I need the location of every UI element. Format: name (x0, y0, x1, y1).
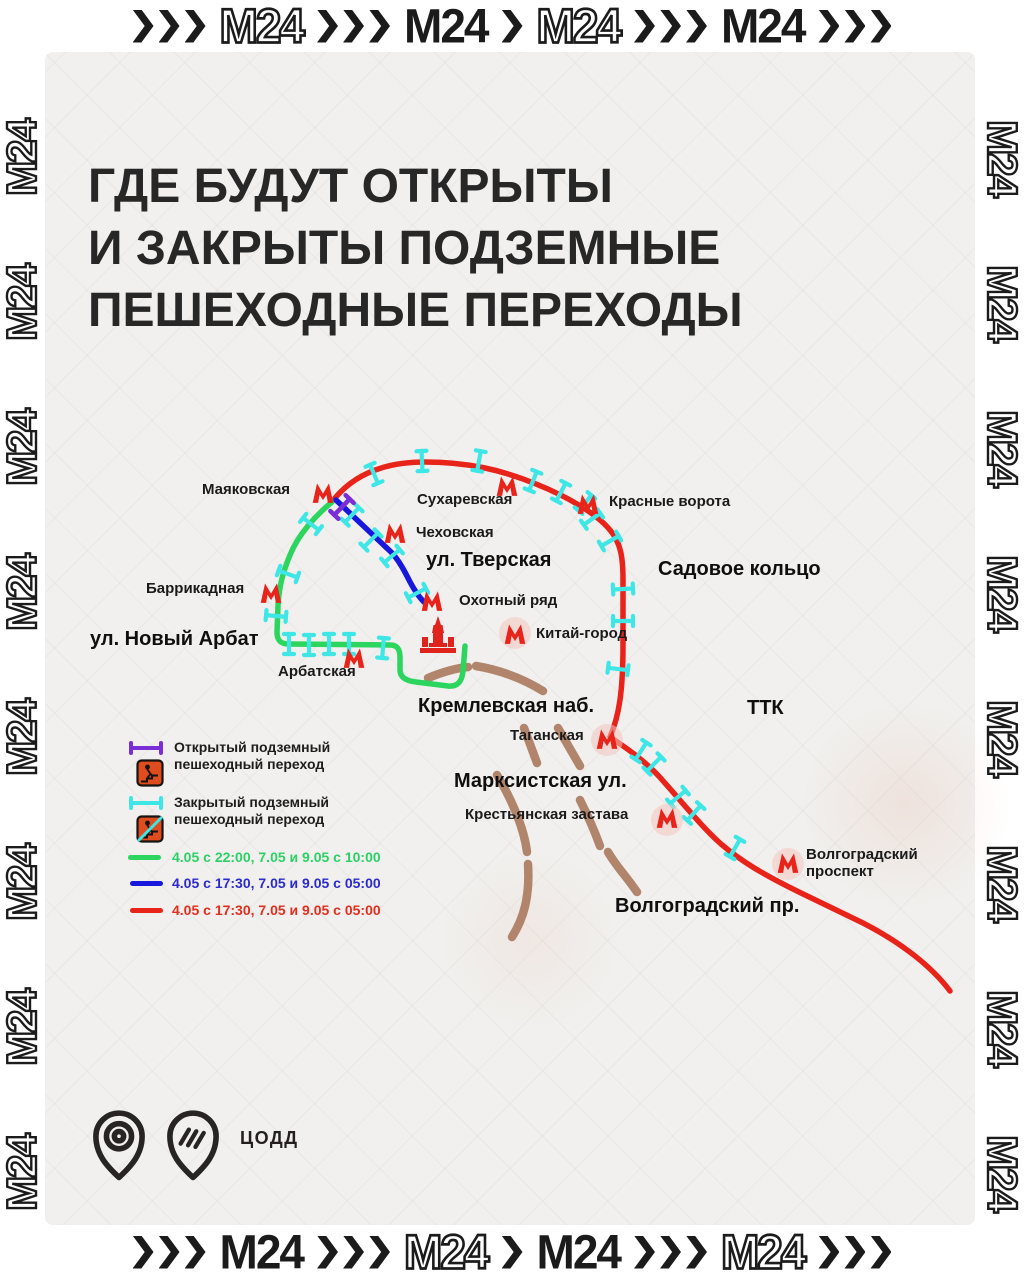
metro-station-icon (775, 851, 801, 873)
bottom-border-strip: M24 M24 M24 M24 (0, 1226, 1024, 1278)
codd-logo-icon (167, 1110, 219, 1181)
green-route-swatch (128, 855, 161, 860)
legend-open-label: Открытый подземный (174, 739, 331, 755)
legend-schedule-green: 4.05 с 22:00, 7.05 и 9.05 с 10:00 (172, 849, 381, 865)
open-crossing-legend-icon (129, 741, 163, 755)
m24-logo: M24 (978, 264, 1024, 342)
metro-station-icon (419, 589, 445, 611)
m24-logo: M24 (0, 409, 46, 487)
street-label: Волгоградский пр. (615, 895, 800, 917)
m24-logo: M24 (0, 844, 46, 922)
m24-logo: M24 (219, 1224, 305, 1280)
legend-schedule-red: 4.05 с 17:30, 7.05 и 9.05 с 05:00 (172, 902, 381, 918)
chevron-right-icon (501, 9, 523, 43)
m24-logo: M24 (0, 119, 46, 197)
codd-label: ЦОДД (240, 1128, 299, 1148)
station-label: Китай-город (536, 625, 628, 642)
metro-station-icon (494, 474, 520, 496)
m24-logo: M24 (978, 844, 1024, 922)
metro-station-icon (341, 646, 367, 668)
station-label: Баррикадная (146, 580, 245, 597)
left-border-strip: M24 M24 M24 M24 M24 M24 M24 M24 (0, 0, 46, 1280)
street-label: ТТК (747, 697, 784, 719)
legend-schedule-blue: 4.05 с 17:30, 7.05 и 9.05 с 05:00 (172, 875, 381, 891)
metro-station-icon (310, 481, 336, 503)
station-label: Охотный ряд (459, 592, 558, 609)
legend-open-label: пешеходный переход (174, 756, 325, 772)
m24-logo: M24 (978, 119, 1024, 197)
station-label: Чеховская (416, 524, 494, 541)
page-title: ГДЕ БУДУТ ОТКРЫТЫ И ЗАКРЫТЫ ПОДЗЕМНЫЕ ПЕ… (88, 156, 743, 342)
closed-crossing-legend-icon (129, 796, 163, 810)
street-label: Марксистская ул. (454, 770, 627, 792)
metro-station-icon (594, 727, 620, 749)
m24-logo: M24 (0, 699, 46, 777)
m24-logo: M24 (0, 554, 46, 632)
station-label: Сухаревская (417, 491, 513, 508)
closed-underpass-sign-icon (136, 815, 164, 843)
metro-station-icon (258, 581, 284, 603)
chevron-right-icon (501, 1235, 523, 1269)
blue-route-swatch (130, 881, 163, 886)
station-label: Крестьянская застава (465, 806, 629, 823)
m24-logo: M24 (978, 1134, 1024, 1212)
metro-station-icon (575, 492, 601, 514)
red-route-swatch (130, 908, 163, 913)
metro-station-icon (502, 622, 528, 644)
station-label: Таганская (510, 727, 584, 744)
m24-logo: M24 (0, 1134, 46, 1212)
metro-station-icon (382, 521, 408, 543)
street-label: ул. Новый Арбат (90, 628, 259, 650)
chevrons-right-icon (818, 1235, 892, 1269)
m24-logo: M24 (720, 1224, 808, 1280)
title-line: И ЗАКРЫТЫ ПОДЗЕМНЫЕ (88, 222, 721, 275)
m24-logo: M24 (978, 554, 1024, 632)
chevrons-right-icon (818, 9, 892, 43)
m24-logo: M24 (218, 0, 306, 54)
m24-logo: M24 (720, 0, 806, 54)
chevrons-right-icon (633, 9, 707, 43)
m24-logo: M24 (978, 699, 1024, 777)
m24-logo: M24 (404, 0, 489, 54)
station-label: Волгоградский проспект (806, 846, 918, 880)
m24-logo: M24 (978, 409, 1024, 487)
moscow-transport-logo-icon (93, 1110, 145, 1181)
chevrons-right-icon (317, 9, 391, 43)
pedestrian-underpass-sign-icon (136, 759, 164, 787)
m24-logo: M24 (536, 1224, 622, 1280)
m24-logo: M24 (0, 264, 46, 342)
top-border-strip: M24 M24 M24 M24 (0, 0, 1024, 52)
chevrons-right-icon (317, 1235, 391, 1269)
m24-logo: M24 (403, 1224, 491, 1280)
chevrons-right-icon (633, 1235, 707, 1269)
legend-closed-label: пешеходный переход (174, 811, 325, 827)
metro-station-icon (654, 806, 680, 828)
station-label: Арбатская (278, 663, 356, 680)
m24-logo: M24 (535, 0, 623, 54)
street-label: Кремлевская наб. (418, 695, 595, 717)
title-line: ПЕШЕХОДНЫЕ ПЕРЕХОДЫ (88, 284, 743, 337)
chevrons-right-icon (132, 1235, 206, 1269)
title-line: ГДЕ БУДУТ ОТКРЫТЫ (88, 160, 613, 213)
chevrons-right-icon (132, 9, 206, 43)
station-label: Маяковская (202, 481, 291, 498)
street-label: ул. Тверская (426, 549, 552, 571)
m24-logo: M24 (0, 989, 46, 1067)
legend-closed-label: Закрытый подземный (174, 794, 330, 810)
station-label: Красные ворота (609, 493, 731, 510)
m24-logo: M24 (978, 989, 1024, 1067)
right-border-strip: M24 M24 M24 M24 M24 M24 M24 M24 (978, 0, 1024, 1280)
street-label: Садовое кольцо (658, 558, 821, 580)
